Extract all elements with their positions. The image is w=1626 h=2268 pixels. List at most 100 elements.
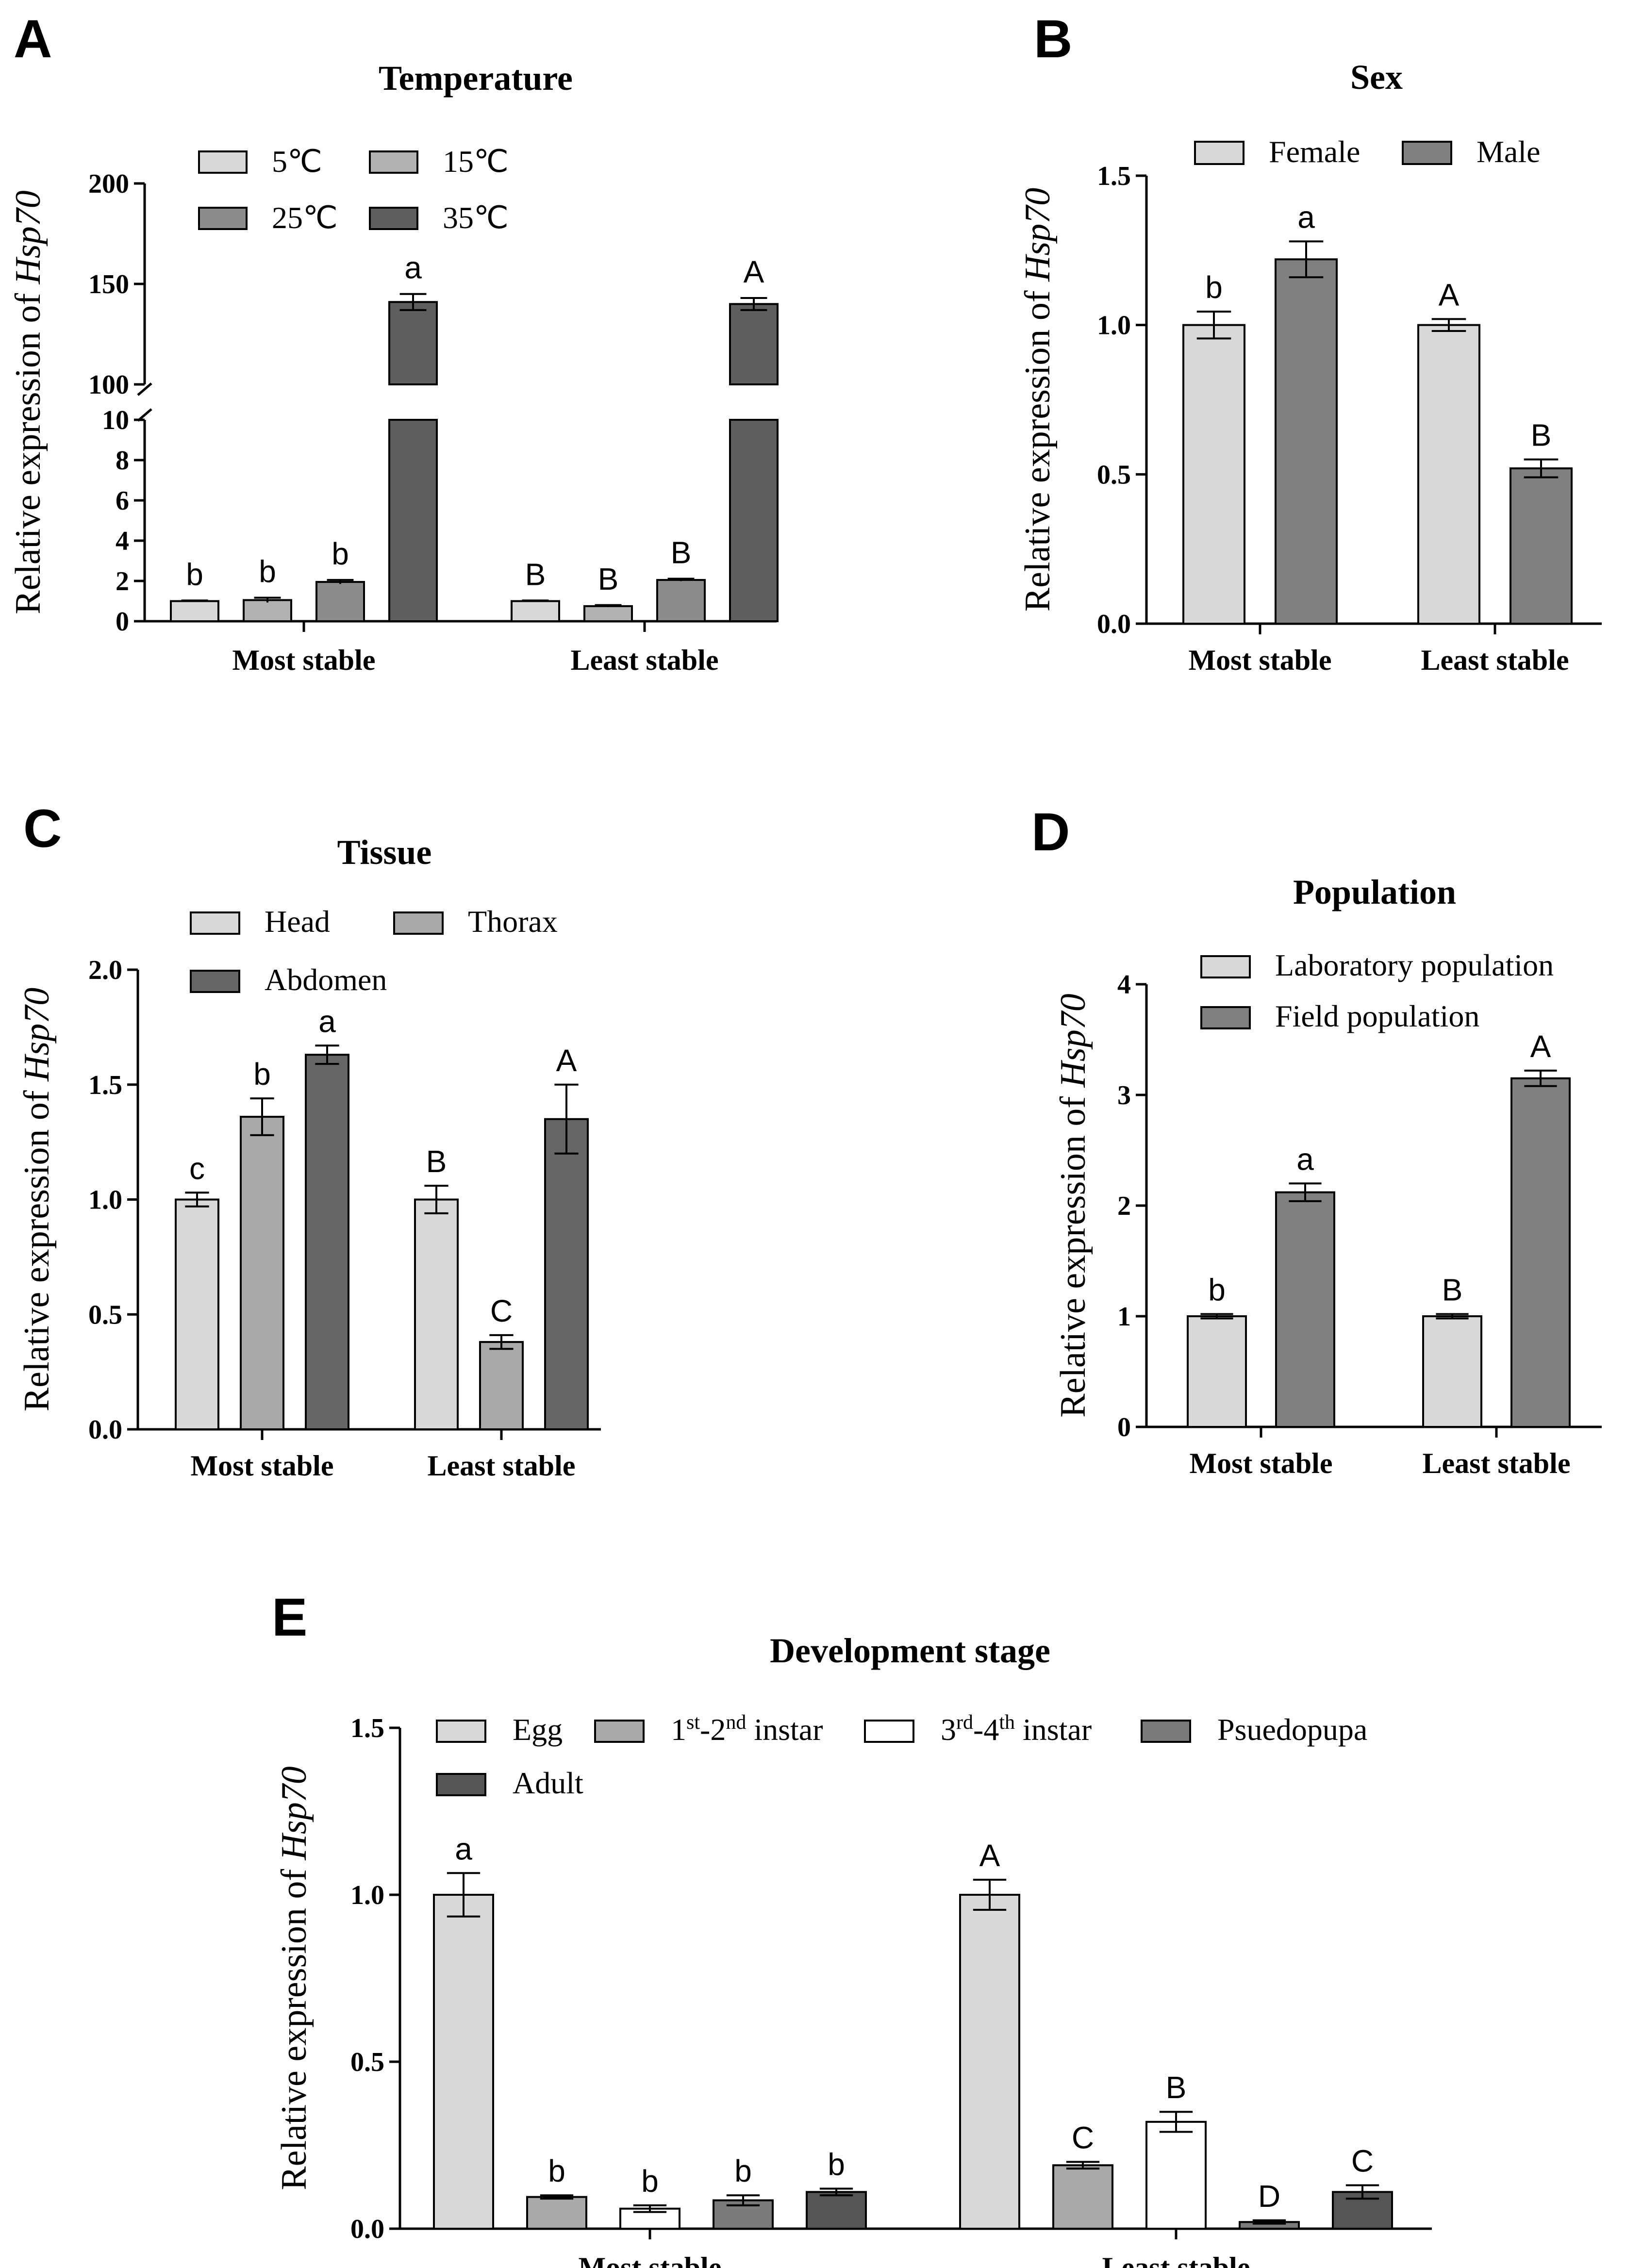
significance-letter: b <box>1208 1272 1226 1307</box>
legend-text-part: th <box>999 1711 1015 1734</box>
y-axis-label: Relative expression of Hsp70 <box>274 1766 314 2190</box>
significance-letter: C <box>490 1293 513 1328</box>
y-tick-label: 0.5 <box>350 2047 384 2077</box>
category-label: Least stable <box>428 1450 576 1482</box>
y-axis-label: Relative expression of Hsp70 <box>17 988 57 1411</box>
significance-letter: c <box>189 1151 205 1186</box>
category-label: Least stable <box>1423 1447 1571 1479</box>
significance-letter: b <box>828 2147 845 2182</box>
bar <box>959 1894 1020 2230</box>
bar-lower-segment <box>729 419 779 622</box>
significance-letter: b <box>641 2164 659 2199</box>
bar <box>1052 2164 1113 2230</box>
y-tick-label: 4 <box>116 526 129 556</box>
y-axis-label-gene: Hsp70 <box>1053 993 1093 1088</box>
significance-letter: b <box>259 554 276 589</box>
bar <box>1182 324 1245 625</box>
category-label: Most stable <box>1190 1447 1333 1479</box>
legend-swatch <box>198 207 248 230</box>
legend-swatch <box>1194 141 1244 165</box>
y-axis-label-gene: Hsp70 <box>274 1766 314 1860</box>
bar <box>1187 1315 1247 1428</box>
legend-text-part: instar <box>746 1712 823 1747</box>
significance-letter: b <box>1205 270 1223 305</box>
legend-label: 15℃ <box>443 144 509 179</box>
legend-text-part: -2 <box>700 1712 726 1747</box>
legend-swatch <box>369 150 418 174</box>
panel-D: D Population Relative expression of Hsp70 0… <box>1031 802 1602 1479</box>
legend-swatch <box>436 1720 486 1743</box>
y-axis-label-prefix: Relative expression of <box>17 1081 57 1411</box>
y-axis-label-prefix: Relative expression of <box>1018 281 1058 612</box>
legend-label: Abdomen <box>265 962 387 997</box>
bar <box>1422 1315 1482 1428</box>
category-label: Least stable <box>1421 644 1569 676</box>
significance-letter: A <box>744 254 764 289</box>
significance-letter: b <box>186 557 203 592</box>
significance-letter: a <box>318 1004 336 1039</box>
significance-letter: C <box>1072 2120 1094 2155</box>
significance-letter: A <box>556 1043 577 1078</box>
significance-letter: B <box>1442 1272 1463 1307</box>
legend-label: Female <box>1269 134 1360 169</box>
y-tick-label: 100 <box>88 370 129 400</box>
bar <box>526 2196 587 2230</box>
legend-swatch <box>190 911 240 935</box>
significance-letter: A <box>979 1838 1000 1873</box>
bar <box>656 579 706 623</box>
y-tick-label: 1.0 <box>88 1185 122 1215</box>
significance-letter: a <box>1296 1142 1314 1176</box>
significance-letter: B <box>1166 2070 1187 2105</box>
bar <box>1145 2120 1207 2230</box>
bar <box>479 1341 524 1431</box>
y-tick-label: 6 <box>116 486 129 516</box>
chart-title: Temperature <box>379 59 573 98</box>
chart-title: Development stage <box>770 1631 1050 1670</box>
panel-E: E Development stage Relative expression of… <box>272 1588 1432 2268</box>
y-tick-label: 8 <box>116 446 129 476</box>
bar <box>305 1054 349 1431</box>
significance-letter: D <box>1258 2179 1280 2214</box>
panel-letter: A <box>14 9 52 69</box>
y-tick-label: 200 <box>88 169 129 199</box>
y-tick-label: 2.0 <box>88 955 122 985</box>
significance-letter: B <box>598 562 619 596</box>
legend-text-part: nd <box>726 1711 746 1734</box>
legend-label: Laboratory population <box>1275 948 1554 982</box>
bar <box>243 599 292 623</box>
significance-letter: b <box>253 1057 271 1092</box>
y-axis-label-prefix: Relative expression of <box>274 1860 314 2190</box>
legend-label: 3rd-4th instar <box>941 1711 1092 1747</box>
legend-swatch <box>594 1720 645 1743</box>
bar <box>806 2191 867 2230</box>
significance-letter: b <box>734 2153 752 2188</box>
bar <box>1275 1191 1335 1428</box>
significance-letter: A <box>1439 277 1460 312</box>
legend-label: Psuedopupa <box>1217 1712 1367 1747</box>
bar <box>170 600 219 622</box>
y-tick-label: 1.0 <box>1097 311 1131 341</box>
legend-label: Male <box>1477 134 1541 169</box>
legend-swatch <box>1141 1720 1191 1743</box>
legend-label: 35℃ <box>443 200 509 235</box>
y-tick-label: 0 <box>1117 1412 1131 1442</box>
y-tick-label: 10 <box>102 405 129 435</box>
legend-swatch <box>198 150 248 174</box>
y-tick-label: 0.5 <box>88 1300 122 1330</box>
significance-letter: b <box>548 2153 565 2188</box>
bar <box>1417 324 1480 625</box>
legend-swatch <box>1402 141 1452 165</box>
legend-label: Adult <box>513 1766 583 1800</box>
bar-lower-segment <box>388 419 438 622</box>
panel-letter: C <box>23 799 62 859</box>
legend-label: 5℃ <box>272 144 322 179</box>
category-label: Least stable <box>1102 2251 1250 2268</box>
legend-swatch <box>1200 1006 1251 1029</box>
y-tick-label: 1.5 <box>88 1070 122 1100</box>
panel-letter: E <box>272 1588 307 1647</box>
y-tick-label: 1.0 <box>350 1880 384 1910</box>
y-tick-label: 0 <box>116 607 129 637</box>
legend-text-part: instar <box>1015 1712 1092 1747</box>
category-label: Least stable <box>571 644 719 676</box>
